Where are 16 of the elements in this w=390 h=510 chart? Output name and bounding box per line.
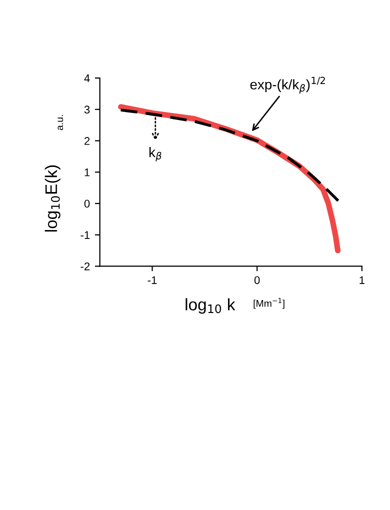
x-tick-label: 0 xyxy=(254,276,260,284)
y-tick-label: 1 xyxy=(84,168,90,176)
y-axis-title: log$_{10}$E(k) xyxy=(44,165,60,232)
text: [Mm$^{−1}$] xyxy=(254,298,284,309)
x-tick-label: -1 xyxy=(148,276,157,284)
text: a.u. xyxy=(58,115,64,130)
y-tick-label: 0 xyxy=(84,200,90,208)
y-tick-label: 4 xyxy=(84,74,90,82)
annotation: k$_{β}$ xyxy=(149,147,162,162)
annotation: exp-(k/k$_{β}$)$^{1/2}$ xyxy=(250,76,325,94)
y-tick-label: 2 xyxy=(84,137,90,145)
x-tick-label: 1 xyxy=(360,276,364,284)
y-tick-label: 3 xyxy=(84,106,90,114)
y-tick-label: -2 xyxy=(80,262,90,270)
y-tick-label: -1 xyxy=(80,231,90,239)
x-axis-title: log$_{10}$ k xyxy=(186,298,236,314)
